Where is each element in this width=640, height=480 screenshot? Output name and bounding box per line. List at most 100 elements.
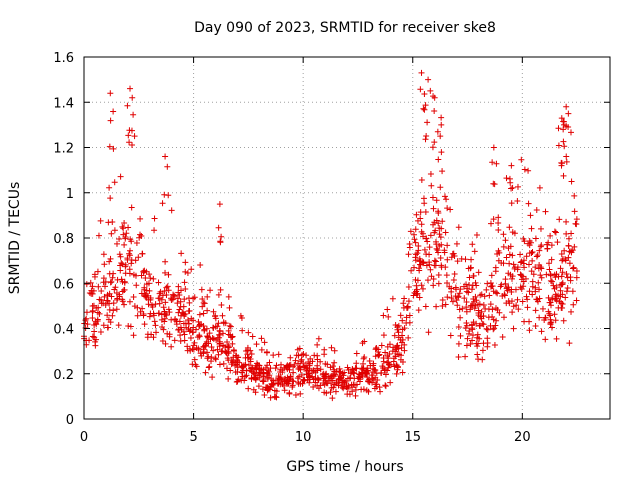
data-point	[328, 344, 335, 351]
data-point	[524, 304, 531, 311]
data-point	[257, 369, 264, 376]
data-point	[108, 278, 115, 285]
data-point	[512, 286, 519, 293]
data-point	[109, 312, 116, 319]
data-point	[469, 332, 476, 339]
data-point	[171, 293, 178, 300]
data-point	[374, 376, 381, 383]
data-point	[499, 334, 506, 341]
data-point	[491, 341, 498, 348]
data-point	[453, 297, 460, 304]
data-point	[165, 271, 172, 278]
data-point	[161, 315, 168, 322]
data-point	[449, 298, 456, 305]
data-point	[493, 317, 500, 324]
data-point	[544, 245, 551, 252]
data-point	[469, 326, 476, 333]
data-point	[315, 335, 322, 342]
x-axis-label: GPS time / hours	[286, 459, 403, 475]
data-point	[127, 85, 134, 92]
data-point	[249, 333, 256, 340]
data-point	[107, 255, 114, 262]
data-point	[492, 305, 499, 312]
data-point	[177, 332, 184, 339]
data-point	[560, 172, 567, 179]
data-point	[518, 156, 525, 163]
data-point	[533, 253, 540, 260]
data-point	[431, 139, 438, 146]
data-point	[143, 281, 150, 288]
data-point	[571, 208, 578, 215]
data-point	[456, 306, 463, 313]
data-point	[310, 376, 317, 383]
data-point	[217, 238, 224, 245]
data-point	[229, 340, 236, 347]
data-point	[499, 293, 506, 300]
data-point	[145, 301, 152, 308]
data-point	[190, 329, 197, 336]
data-point	[126, 266, 133, 273]
data-point	[560, 317, 567, 324]
data-point	[528, 268, 535, 275]
data-point	[188, 266, 195, 273]
data-point	[467, 302, 474, 309]
data-point	[260, 377, 267, 384]
data-point	[423, 133, 430, 140]
data-point	[140, 269, 147, 276]
data-point	[125, 132, 132, 139]
data-point	[422, 303, 429, 310]
data-point	[405, 251, 412, 258]
data-point	[366, 357, 373, 364]
data-point	[156, 300, 163, 307]
data-point	[475, 307, 482, 314]
data-point	[314, 352, 321, 359]
data-point	[500, 243, 507, 250]
data-point	[467, 306, 474, 313]
data-point	[372, 353, 379, 360]
data-point	[492, 268, 499, 275]
data-point	[546, 266, 553, 273]
data-point	[433, 245, 440, 252]
data-point	[529, 291, 536, 298]
data-point	[329, 363, 336, 370]
data-point	[543, 271, 550, 278]
data-point	[361, 338, 368, 345]
data-point	[92, 338, 99, 345]
data-point	[121, 220, 128, 227]
data-point	[90, 287, 97, 294]
data-point	[389, 295, 396, 302]
data-point	[321, 346, 328, 353]
data-point	[506, 175, 513, 182]
data-point	[470, 272, 477, 279]
data-point	[439, 303, 446, 310]
data-point	[110, 307, 117, 314]
data-point	[491, 325, 498, 332]
data-point	[413, 211, 420, 218]
data-point	[92, 318, 99, 325]
data-point	[532, 235, 539, 242]
data-point	[538, 242, 545, 249]
data-point	[395, 322, 402, 329]
data-point	[234, 368, 241, 375]
data-point	[548, 324, 555, 331]
data-point	[168, 343, 175, 350]
data-point	[571, 192, 578, 199]
data-point	[419, 285, 426, 292]
data-point	[89, 308, 96, 315]
data-point	[518, 276, 525, 283]
data-point	[268, 375, 275, 382]
data-point	[135, 254, 142, 261]
data-point	[422, 102, 429, 109]
data-point	[176, 326, 183, 333]
data-point	[549, 278, 556, 285]
data-point	[161, 287, 168, 294]
data-point	[511, 230, 518, 237]
data-point	[142, 293, 149, 300]
data-point	[156, 310, 163, 317]
data-point	[380, 332, 387, 339]
data-point	[101, 293, 108, 300]
data-point	[254, 372, 261, 379]
data-point	[554, 239, 561, 246]
data-point	[181, 331, 188, 338]
data-point	[324, 361, 331, 368]
